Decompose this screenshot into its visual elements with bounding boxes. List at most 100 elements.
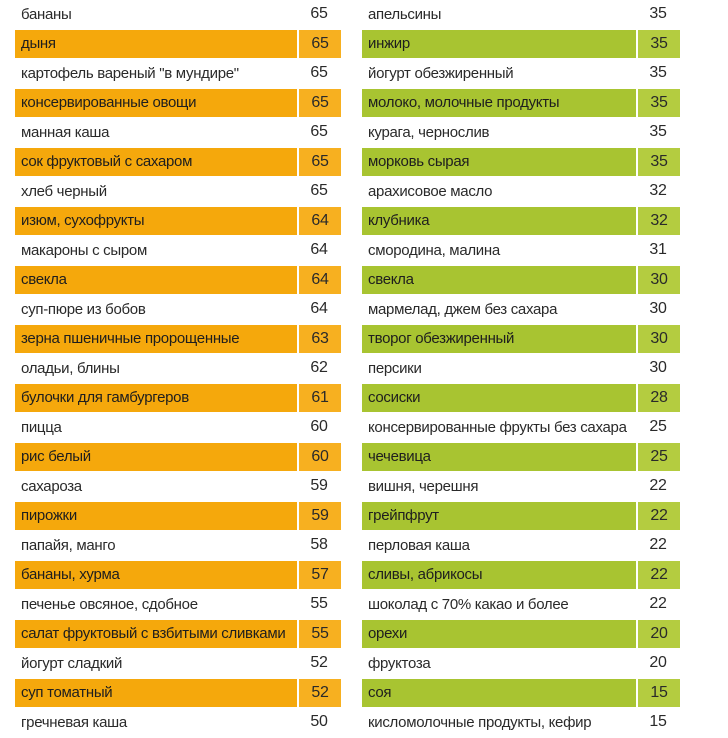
glycemic-index-value: 65 xyxy=(310,5,328,23)
food-name: персики xyxy=(368,359,422,377)
table-row: йогурт обезжиренный 35 xyxy=(362,59,680,89)
glycemic-index-value: 61 xyxy=(297,383,341,412)
table-row: картофель вареный "в мундире" 65 xyxy=(15,59,341,89)
glycemic-index-value: 25 xyxy=(649,418,667,436)
glycemic-index-value: 57 xyxy=(297,560,341,589)
table-row: орехи 20 xyxy=(362,619,680,649)
food-name: изюм, сухофрукты xyxy=(21,212,145,230)
glycemic-index-value: 35 xyxy=(649,64,667,82)
table-row: инжир 35 xyxy=(362,29,680,59)
table-row: зерна пшеничные пророщенные 63 xyxy=(15,324,341,354)
food-name: морковь сырая xyxy=(368,153,470,171)
glycemic-index-value: 65 xyxy=(297,147,341,176)
glycemic-index-value: 55 xyxy=(310,595,328,613)
food-name: вишня, черешня xyxy=(368,477,479,495)
table-row: йогурт сладкий 52 xyxy=(15,649,341,679)
food-name: консервированные фрукты без сахара xyxy=(368,418,627,436)
table-row: молоко, молочные продукты 35 xyxy=(362,88,680,118)
food-name: суп-пюре из бобов xyxy=(21,300,146,318)
glycemic-index-value: 15 xyxy=(649,713,667,731)
table-row: бананы 65 xyxy=(15,0,341,30)
table-row: сок фруктовый с сахаром 65 xyxy=(15,147,341,177)
food-name: соя xyxy=(368,684,392,702)
table-row: свекла 30 xyxy=(362,265,680,295)
food-name: йогурт сладкий xyxy=(21,654,123,672)
food-name: курага, чернослив xyxy=(368,123,490,141)
table-row: перловая каша 22 xyxy=(362,531,680,561)
food-name: свекла xyxy=(21,271,67,289)
glycemic-index-value: 60 xyxy=(297,442,341,471)
table-row: изюм, сухофрукты 64 xyxy=(15,206,341,236)
food-name: клубника xyxy=(368,212,430,230)
table-row: сосиски 28 xyxy=(362,383,680,413)
glycemic-index-value: 64 xyxy=(297,206,341,235)
food-name: свекла xyxy=(368,271,414,289)
table-row: печенье овсяное, сдобное 55 xyxy=(15,590,341,620)
glycemic-index-value: 20 xyxy=(636,619,680,648)
food-name: инжир xyxy=(368,35,410,53)
glycemic-index-value: 59 xyxy=(297,501,341,530)
food-name: кисломолочные продукты, кефир xyxy=(368,713,592,731)
glycemic-index-value: 35 xyxy=(649,123,667,141)
glycemic-index-value: 62 xyxy=(310,359,328,377)
table-row: сливы, абрикосы 22 xyxy=(362,560,680,590)
table-row: грейпфрут 22 xyxy=(362,501,680,531)
food-name: салат фруктовый с взбитыми сливками xyxy=(21,625,286,643)
food-name: манная каша xyxy=(21,123,110,141)
glycemic-index-value: 35 xyxy=(636,29,680,58)
food-name: сахароза xyxy=(21,477,82,495)
glycemic-index-value: 58 xyxy=(310,536,328,554)
food-name: сливы, абрикосы xyxy=(368,566,483,584)
glycemic-index-value: 65 xyxy=(310,123,328,141)
food-name: молоко, молочные продукты xyxy=(368,94,560,112)
food-name: бананы xyxy=(21,5,72,23)
food-name: смородина, малина xyxy=(368,241,500,259)
glycemic-index-value: 20 xyxy=(649,654,667,672)
glycemic-index-value: 35 xyxy=(649,5,667,23)
table-row: гречневая каша 50 xyxy=(15,708,341,738)
table-row: творог обезжиренный 30 xyxy=(362,324,680,354)
food-name: зерна пшеничные пророщенные xyxy=(21,330,240,348)
food-name: рис белый xyxy=(21,448,91,466)
table-row: морковь сырая 35 xyxy=(362,147,680,177)
food-name: печенье овсяное, сдобное xyxy=(21,595,198,613)
food-name: чечевица xyxy=(368,448,431,466)
food-name: фруктоза xyxy=(368,654,431,672)
food-name: йогурт обезжиренный xyxy=(368,64,514,82)
table-row: соя 15 xyxy=(362,678,680,708)
table-row: фруктоза 20 xyxy=(362,649,680,679)
table-row: папайя, манго 58 xyxy=(15,531,341,561)
table-row: салат фруктовый с взбитыми сливками 55 xyxy=(15,619,341,649)
food-name: гречневая каша xyxy=(21,713,127,731)
table-row: бананы, хурма 57 xyxy=(15,560,341,590)
table-row: кисломолочные продукты, кефир 15 xyxy=(362,708,680,738)
glycemic-index-value: 25 xyxy=(636,442,680,471)
table-row: чечевица 25 xyxy=(362,442,680,472)
table-row: суп томатный 52 xyxy=(15,678,341,708)
left-food-table: бананы 65 дыня 65 картофель вареный "в мунди… xyxy=(15,0,341,738)
food-name: сок фруктовый с сахаром xyxy=(21,153,193,171)
glycemic-index-value: 60 xyxy=(310,418,328,436)
table-row: курага, чернослив 35 xyxy=(362,118,680,148)
food-name: мармелад, джем без сахара xyxy=(368,300,558,318)
glycemic-index-value: 59 xyxy=(310,477,328,495)
glycemic-index-value: 64 xyxy=(310,300,328,318)
food-name: суп томатный xyxy=(21,684,113,702)
glycemic-index-value: 52 xyxy=(310,654,328,672)
glycemic-index-value: 55 xyxy=(297,619,341,648)
food-name: сосиски xyxy=(368,389,421,407)
table-row: свекла 64 xyxy=(15,265,341,295)
food-name: макароны с сыром xyxy=(21,241,147,259)
table-row: дыня 65 xyxy=(15,29,341,59)
food-name: папайя, манго xyxy=(21,536,116,554)
food-name: арахисовое масло xyxy=(368,182,493,200)
glycemic-index-value: 22 xyxy=(636,501,680,530)
glycemic-index-value: 64 xyxy=(310,241,328,259)
glycemic-index-value: 30 xyxy=(649,359,667,377)
table-row: сахароза 59 xyxy=(15,472,341,502)
glycemic-index-value: 65 xyxy=(297,88,341,117)
right-food-table: апельсины 35 инжир 35 йогурт обезжиренный 35 м… xyxy=(362,0,680,738)
glycemic-index-value: 64 xyxy=(297,265,341,294)
table-row: пирожки 59 xyxy=(15,501,341,531)
glycemic-index-value: 35 xyxy=(636,147,680,176)
